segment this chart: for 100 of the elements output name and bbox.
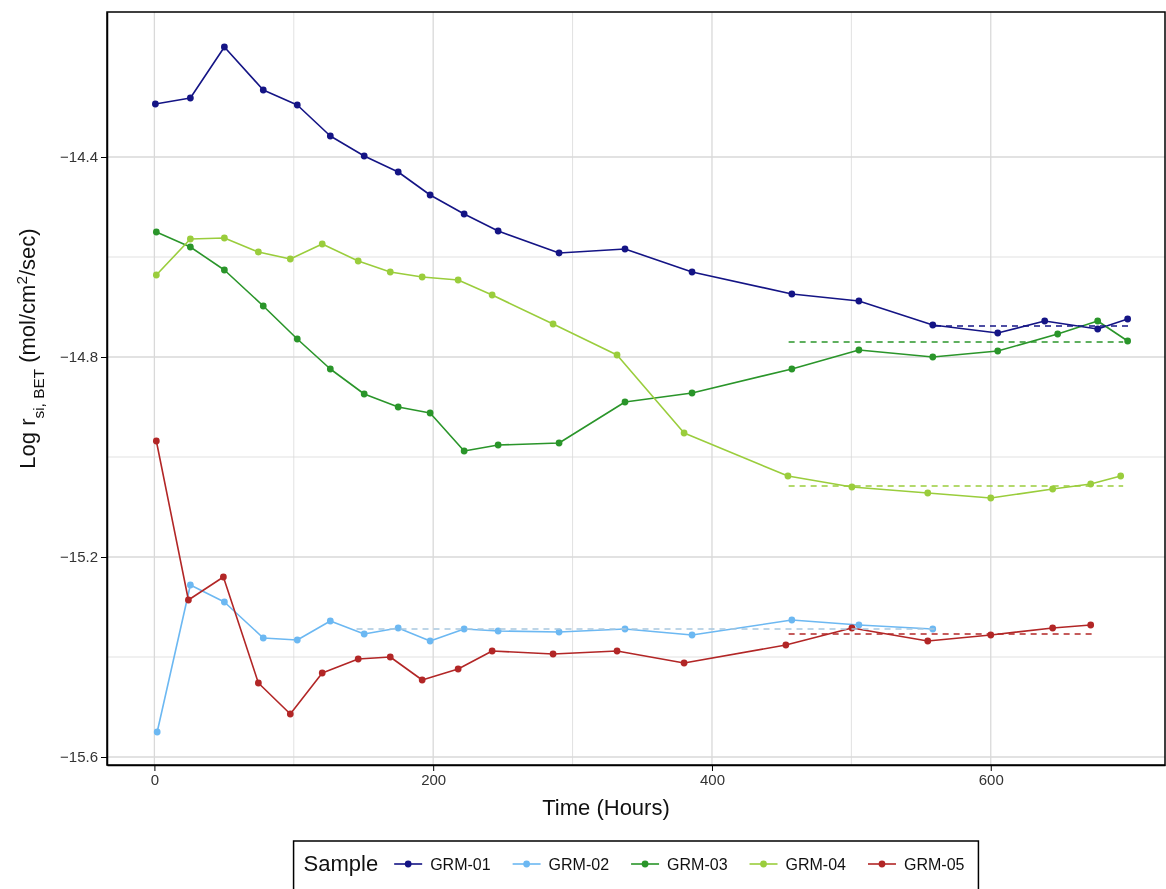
point xyxy=(621,245,629,253)
point xyxy=(788,365,796,373)
point xyxy=(386,653,394,661)
y-tick-label: −14.4 xyxy=(60,148,98,166)
point xyxy=(418,676,426,684)
point xyxy=(152,437,160,445)
point xyxy=(549,320,557,328)
point xyxy=(788,290,796,298)
point xyxy=(186,235,194,243)
x-tick-label: 600 xyxy=(978,770,1004,788)
point xyxy=(688,631,696,639)
point xyxy=(1049,624,1057,632)
point xyxy=(186,581,194,589)
point xyxy=(680,429,688,437)
legend-label: GRM-02 xyxy=(548,856,610,873)
point xyxy=(186,94,194,102)
point xyxy=(1117,472,1125,480)
point xyxy=(782,641,790,649)
point xyxy=(220,573,227,581)
point xyxy=(152,228,160,236)
point xyxy=(1054,330,1062,338)
point xyxy=(220,43,228,51)
point xyxy=(360,152,368,160)
point xyxy=(286,255,294,263)
point xyxy=(186,243,194,251)
point xyxy=(293,335,301,343)
point xyxy=(788,616,796,624)
point xyxy=(1087,621,1095,629)
point xyxy=(153,728,161,736)
point xyxy=(426,637,434,645)
point xyxy=(994,329,1002,337)
point xyxy=(680,659,688,667)
y-tick-label: −15.6 xyxy=(60,748,98,766)
point xyxy=(613,351,621,359)
point xyxy=(360,390,368,398)
point xyxy=(1124,315,1132,323)
point xyxy=(929,353,937,361)
point xyxy=(426,191,434,199)
point xyxy=(318,669,326,677)
point xyxy=(326,365,334,373)
point xyxy=(255,248,262,256)
point xyxy=(318,240,326,248)
point xyxy=(1049,485,1057,493)
point xyxy=(259,302,267,310)
point xyxy=(555,439,563,447)
point xyxy=(688,268,696,276)
point xyxy=(354,655,362,663)
point xyxy=(460,210,468,218)
point xyxy=(259,634,267,642)
point xyxy=(555,249,563,257)
point xyxy=(293,636,301,644)
x-tick-label: 200 xyxy=(421,770,447,788)
point xyxy=(454,665,462,673)
point xyxy=(326,617,334,625)
point xyxy=(220,234,228,242)
point xyxy=(394,403,402,411)
point xyxy=(929,321,937,329)
point xyxy=(259,86,267,94)
x-axis-title: Time (Hours) xyxy=(542,795,670,820)
point xyxy=(1094,317,1102,325)
point xyxy=(418,273,426,281)
y-tick-label: −14.8 xyxy=(60,348,98,366)
point xyxy=(185,596,192,604)
point xyxy=(152,271,160,279)
x-tick-label: 0 xyxy=(150,770,160,788)
y-tick-label: −15.2 xyxy=(60,548,98,566)
point xyxy=(151,100,159,108)
legend-label: GRM-05 xyxy=(903,856,965,873)
point xyxy=(488,291,496,299)
x-tick-label: 400 xyxy=(699,770,725,788)
point xyxy=(426,409,434,417)
point xyxy=(494,227,502,235)
point xyxy=(855,621,863,629)
point xyxy=(255,679,262,687)
point xyxy=(460,447,468,455)
point xyxy=(220,266,228,274)
point xyxy=(855,297,863,305)
point xyxy=(494,441,502,449)
point xyxy=(386,268,394,276)
point xyxy=(1041,317,1049,325)
point xyxy=(394,168,402,176)
legend-label: GRM-01 xyxy=(430,856,491,873)
point xyxy=(987,494,995,502)
legend-title: Sample xyxy=(303,851,379,876)
legend-label: GRM-03 xyxy=(667,856,728,873)
point xyxy=(1124,337,1132,345)
point xyxy=(549,650,557,658)
point xyxy=(220,598,228,606)
point xyxy=(488,647,496,655)
point xyxy=(293,101,301,109)
point xyxy=(855,346,863,354)
point xyxy=(1094,325,1102,333)
point xyxy=(354,257,362,265)
legend-label: GRM-04 xyxy=(785,856,847,873)
point xyxy=(613,647,621,655)
point xyxy=(286,710,294,718)
point xyxy=(924,489,932,497)
point xyxy=(621,398,629,406)
point xyxy=(326,132,334,140)
point xyxy=(784,472,792,480)
